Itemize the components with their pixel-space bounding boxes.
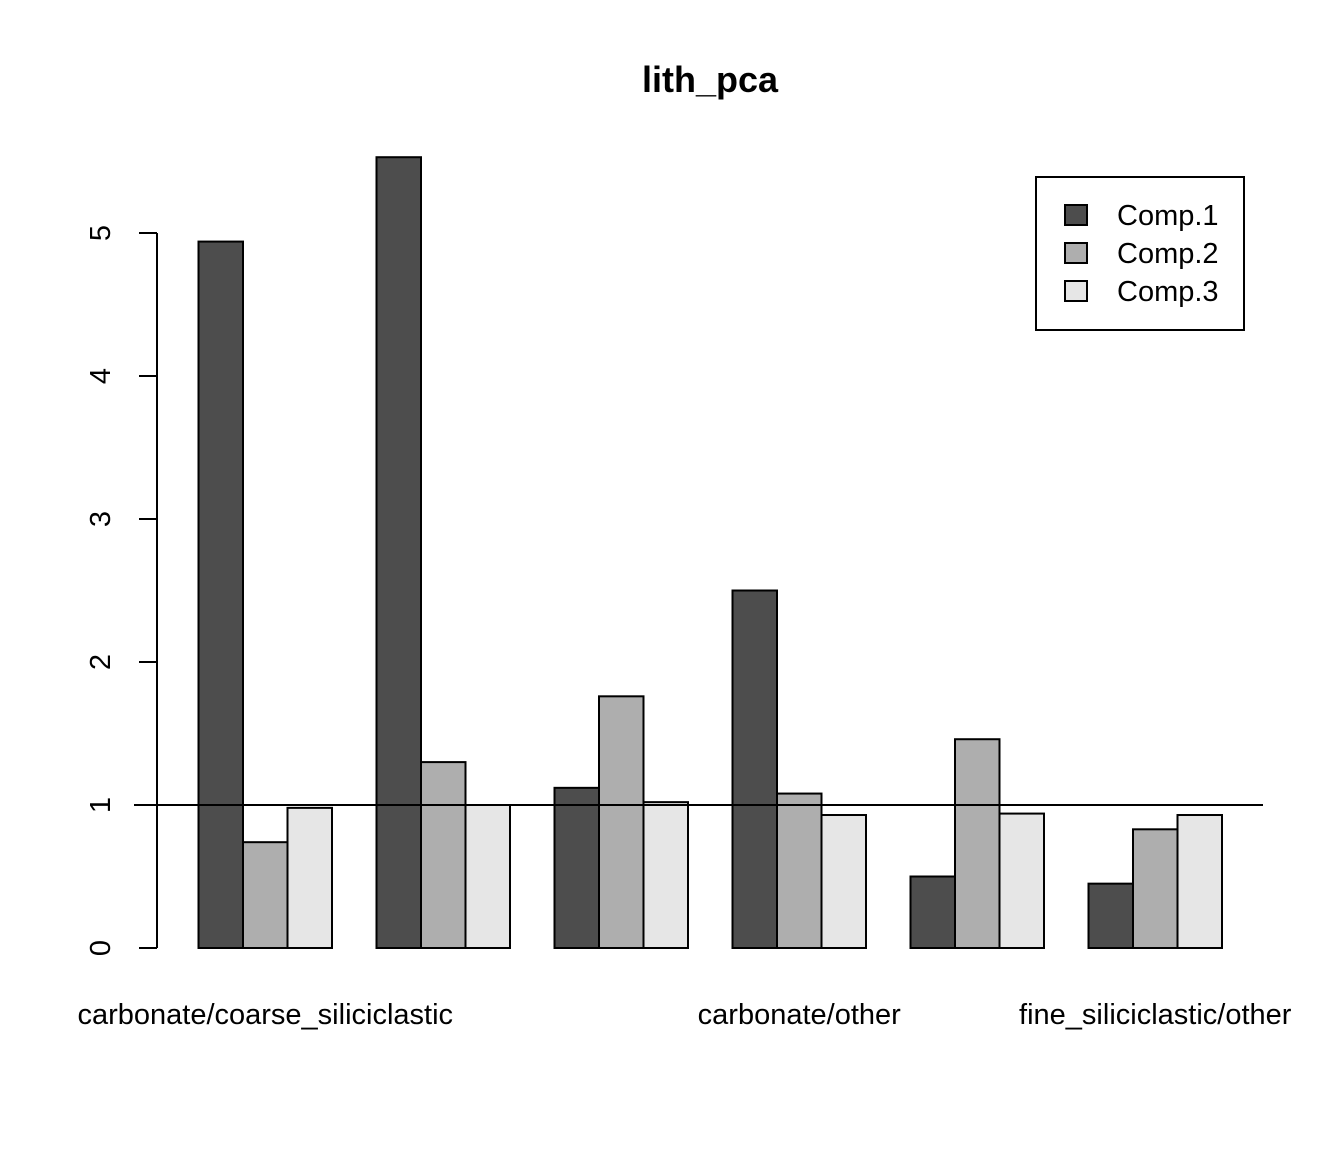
bars	[197, 156, 1223, 950]
x-category-label: fine_siliciclastic/other	[1019, 999, 1292, 1031]
bar-comp2-0	[242, 841, 289, 949]
bar-comp1-4	[909, 875, 956, 949]
x-category-label: carbonate/coarse_siliciclastic	[77, 999, 453, 1031]
bar-comp2-2	[598, 695, 645, 949]
y-tick-label: 3	[85, 511, 117, 527]
legend-label: Comp.3	[1117, 276, 1219, 308]
x-category-label: carbonate/other	[698, 999, 901, 1031]
bar-comp2-3	[776, 792, 823, 949]
bar-comp1-1	[375, 156, 422, 949]
bar-comp2-1	[420, 761, 467, 949]
bar-comp3-5	[1176, 814, 1223, 950]
bar-comp3-1	[464, 804, 511, 949]
bar-comp3-3	[820, 814, 867, 950]
bar-comp2-4	[954, 738, 1001, 949]
y-tick-label: 4	[85, 368, 117, 384]
legend-swatch	[1064, 242, 1088, 264]
legend: Comp.1 Comp.2 Comp.3	[1035, 176, 1245, 331]
chart-title: lith_pca	[642, 59, 779, 100]
bar-comp1-5	[1087, 882, 1134, 950]
y-tick-label: 0	[85, 940, 117, 956]
legend-label: Comp.1	[1117, 200, 1219, 232]
legend-swatch	[1064, 204, 1088, 226]
legend-label: Comp.2	[1117, 238, 1219, 270]
bar-comp1-2	[553, 786, 600, 950]
bar-comp3-2	[642, 801, 689, 950]
bar-comp2-5	[1132, 828, 1179, 949]
bar-comp3-0	[286, 806, 333, 949]
y-tick-label: 2	[85, 654, 117, 670]
x-axis-labels: carbonate/coarse_siliciclastic carbonate/…	[77, 999, 1291, 1031]
bar-comp3-4	[998, 812, 1045, 950]
bar-comp1-0	[197, 240, 244, 949]
y-tick-label: 5	[85, 225, 117, 241]
bar-comp1-3	[731, 589, 778, 949]
y-tick-label: 1	[85, 797, 117, 813]
legend-swatch	[1064, 280, 1088, 302]
y-axis: 0 1 2 3 4 5	[85, 225, 158, 956]
